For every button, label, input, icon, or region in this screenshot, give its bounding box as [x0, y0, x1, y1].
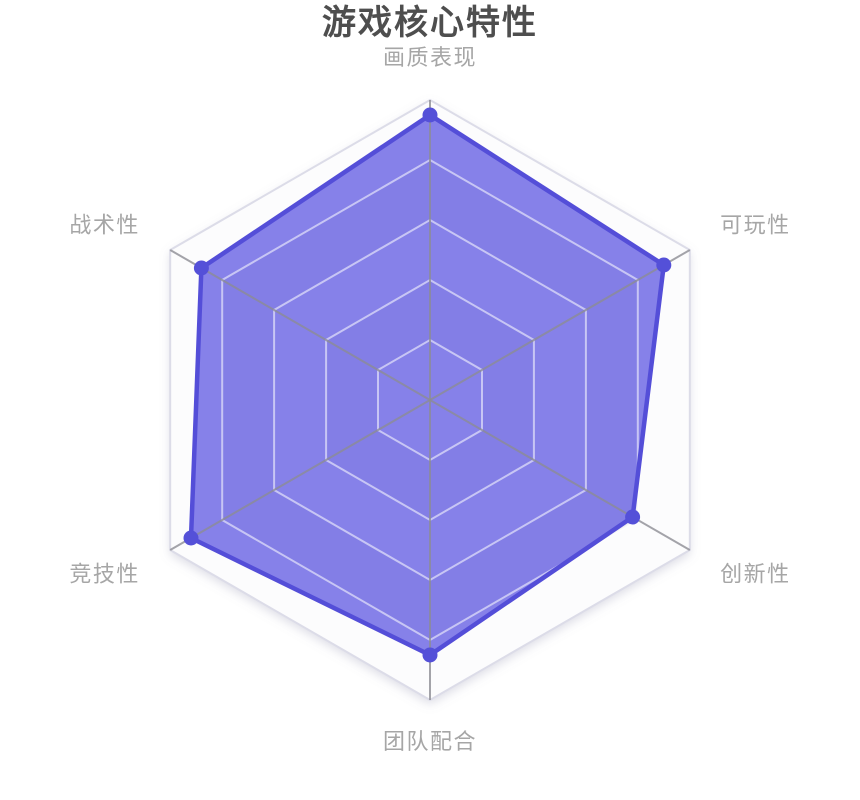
axis-label-5: 战术性 — [69, 213, 140, 238]
radar-axis-line-2 — [429, 399, 691, 551]
data-point-2[interactable] — [625, 509, 641, 525]
axis-label-1: 可玩性 — [720, 213, 791, 238]
axis-label-4: 竞技性 — [69, 562, 140, 587]
data-point-0[interactable] — [422, 107, 438, 123]
radar-axis-line-1 — [429, 249, 691, 401]
radar-axis-line-4 — [169, 399, 431, 551]
axis-label-3: 团队配合 — [383, 729, 477, 754]
data-point-5[interactable] — [193, 260, 209, 276]
data-point-3[interactable] — [422, 647, 438, 663]
data-point-4[interactable] — [183, 530, 199, 546]
data-point-1[interactable] — [656, 257, 672, 273]
axis-label-0: 画质表现 — [383, 45, 477, 70]
radar-grid-lines — [169, 98, 691, 702]
axis-label-2: 创新性 — [720, 562, 791, 587]
chart-title: 游戏核心特性 — [322, 4, 538, 42]
radar-axis-line-5 — [169, 249, 431, 401]
series-area — [191, 115, 664, 655]
